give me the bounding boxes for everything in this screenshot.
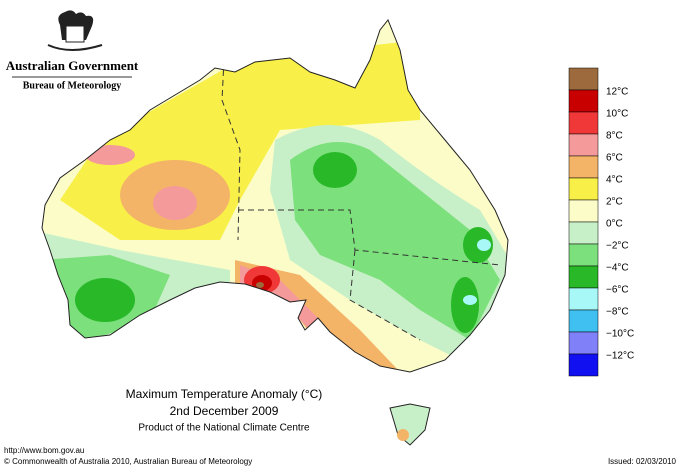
legend-label: 8°C	[606, 131, 623, 142]
legend-swatch	[568, 287, 599, 311]
legend-label: 0°C	[606, 219, 623, 230]
legend-swatch	[568, 111, 599, 135]
map-credit: Product of the National Climate Centre	[138, 423, 310, 434]
legend-swatch	[568, 331, 599, 355]
legend-label: −12°C	[606, 351, 634, 362]
legend-label: 4°C	[606, 175, 623, 186]
legend-swatch	[568, 89, 599, 113]
legend-swatch	[568, 265, 599, 289]
url: http://www.bom.gov.au	[4, 446, 84, 455]
legend-swatch	[568, 177, 599, 201]
tasmania-anomaly	[397, 429, 409, 441]
crest	[47, 10, 103, 51]
legend-label: 12°C	[606, 87, 628, 98]
legend-label: −4°C	[606, 263, 629, 274]
legend-swatch	[568, 67, 599, 91]
legend-swatch	[568, 199, 599, 223]
legend-label: −6°C	[606, 285, 629, 296]
legend-label: −8°C	[606, 307, 629, 318]
legend: 12°C 10°C 8°C 6°C 4°C 2°C 0°C −2°C −4°C −6°C −8°C −…	[568, 67, 634, 377]
bureau: Bureau of Meteorology	[23, 80, 122, 91]
legend-label: 2°C	[606, 197, 623, 208]
map-title: Maximum Temperature Anomaly (°C)	[126, 387, 323, 401]
issued: Issued: 02/03/2010	[608, 457, 677, 466]
map-date: 2nd December 2009	[170, 404, 279, 418]
legend-swatch	[568, 353, 599, 377]
legend-label: 6°C	[606, 153, 623, 164]
legend-swatch	[568, 221, 599, 245]
legend-label: −2°C	[606, 241, 629, 252]
legend-label: 10°C	[606, 109, 628, 120]
legend-swatch	[568, 133, 599, 157]
legend-swatch	[568, 309, 599, 333]
copyright: © Commonwealth of Australia 2010, Austra…	[4, 457, 252, 466]
legend-swatch	[568, 243, 599, 267]
government: Australian Government	[6, 58, 139, 73]
legend-label: −10°C	[606, 329, 634, 340]
legend-swatch	[568, 155, 599, 179]
tasmania	[389, 403, 431, 446]
